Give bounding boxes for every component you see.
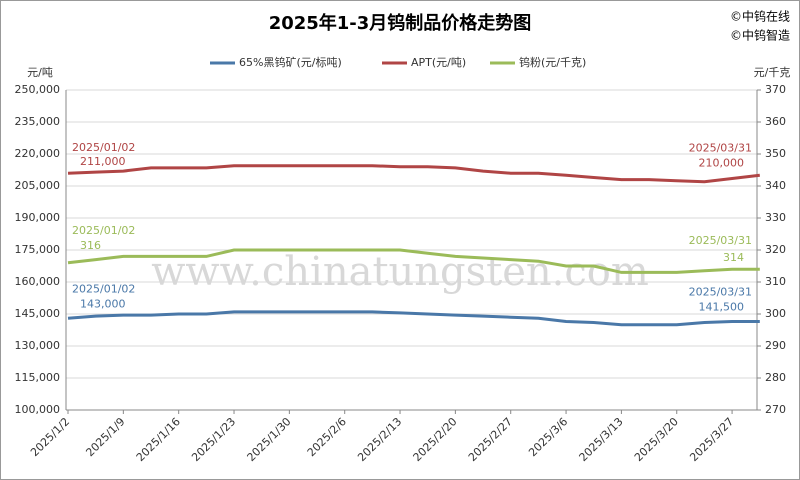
legend-label: APT(元/吨)	[411, 56, 466, 69]
credit: ©中钨智造	[730, 28, 790, 43]
watermark: www.chinatungsten.com	[151, 249, 649, 295]
y-tick-label: 250,000	[15, 83, 61, 96]
annotation: 2025/03/31	[689, 234, 752, 247]
annotation: 141,500	[699, 300, 745, 313]
annotation: 143,000	[80, 297, 126, 310]
series-line	[67, 164, 760, 184]
annotation: 2025/01/02	[72, 224, 135, 237]
annotation: 314	[723, 251, 744, 264]
y-axis-unit: 元/吨	[27, 66, 53, 79]
y-tick-label: 145,000	[15, 307, 61, 320]
y2-tick-label: 340	[765, 179, 786, 192]
annotation: 211,000	[80, 155, 126, 168]
credit: ©中钨在线	[730, 9, 790, 24]
y-tick-label: 235,000	[15, 115, 61, 128]
y2-tick-label: 300	[765, 307, 786, 320]
series-line	[67, 248, 760, 274]
y2-tick-label: 290	[765, 339, 786, 352]
annotation: 316	[80, 239, 101, 252]
y-tick-label: 175,000	[15, 243, 61, 256]
annotation: 2025/03/31	[689, 141, 752, 154]
y-tick-label: 205,000	[15, 179, 61, 192]
y2-tick-label: 350	[765, 147, 786, 160]
y2-tick-label: 310	[765, 275, 786, 288]
y-tick-label: 130,000	[15, 339, 61, 352]
y2-tick-label: 330	[765, 211, 786, 224]
annotation: 2025/03/31	[689, 285, 752, 298]
y-tick-label: 190,000	[15, 211, 61, 224]
y2-tick-label: 270	[765, 403, 786, 416]
annotation: 2025/01/02	[72, 141, 135, 154]
y-tick-label: 115,000	[15, 371, 61, 384]
legend-label: 钨粉(元/千克)	[519, 56, 586, 69]
y-tick-label: 160,000	[15, 275, 61, 288]
y-tick-label: 220,000	[15, 147, 61, 160]
chart-title: 2025年1-3月钨制品价格走势图	[269, 12, 532, 34]
y2-tick-label: 360	[765, 115, 786, 128]
y-tick-label: 100,000	[15, 403, 61, 416]
y2-tick-label: 370	[765, 83, 786, 96]
annotation: 2025/01/02	[72, 282, 135, 295]
y2-tick-label: 280	[765, 371, 786, 384]
legend-label: 65%黑钨矿(元/标吨)	[239, 55, 342, 69]
annotation: 210,000	[699, 156, 745, 169]
series-line	[67, 310, 760, 327]
y2-axis-unit: 元/千克	[754, 66, 791, 79]
y2-tick-label: 320	[765, 243, 786, 256]
